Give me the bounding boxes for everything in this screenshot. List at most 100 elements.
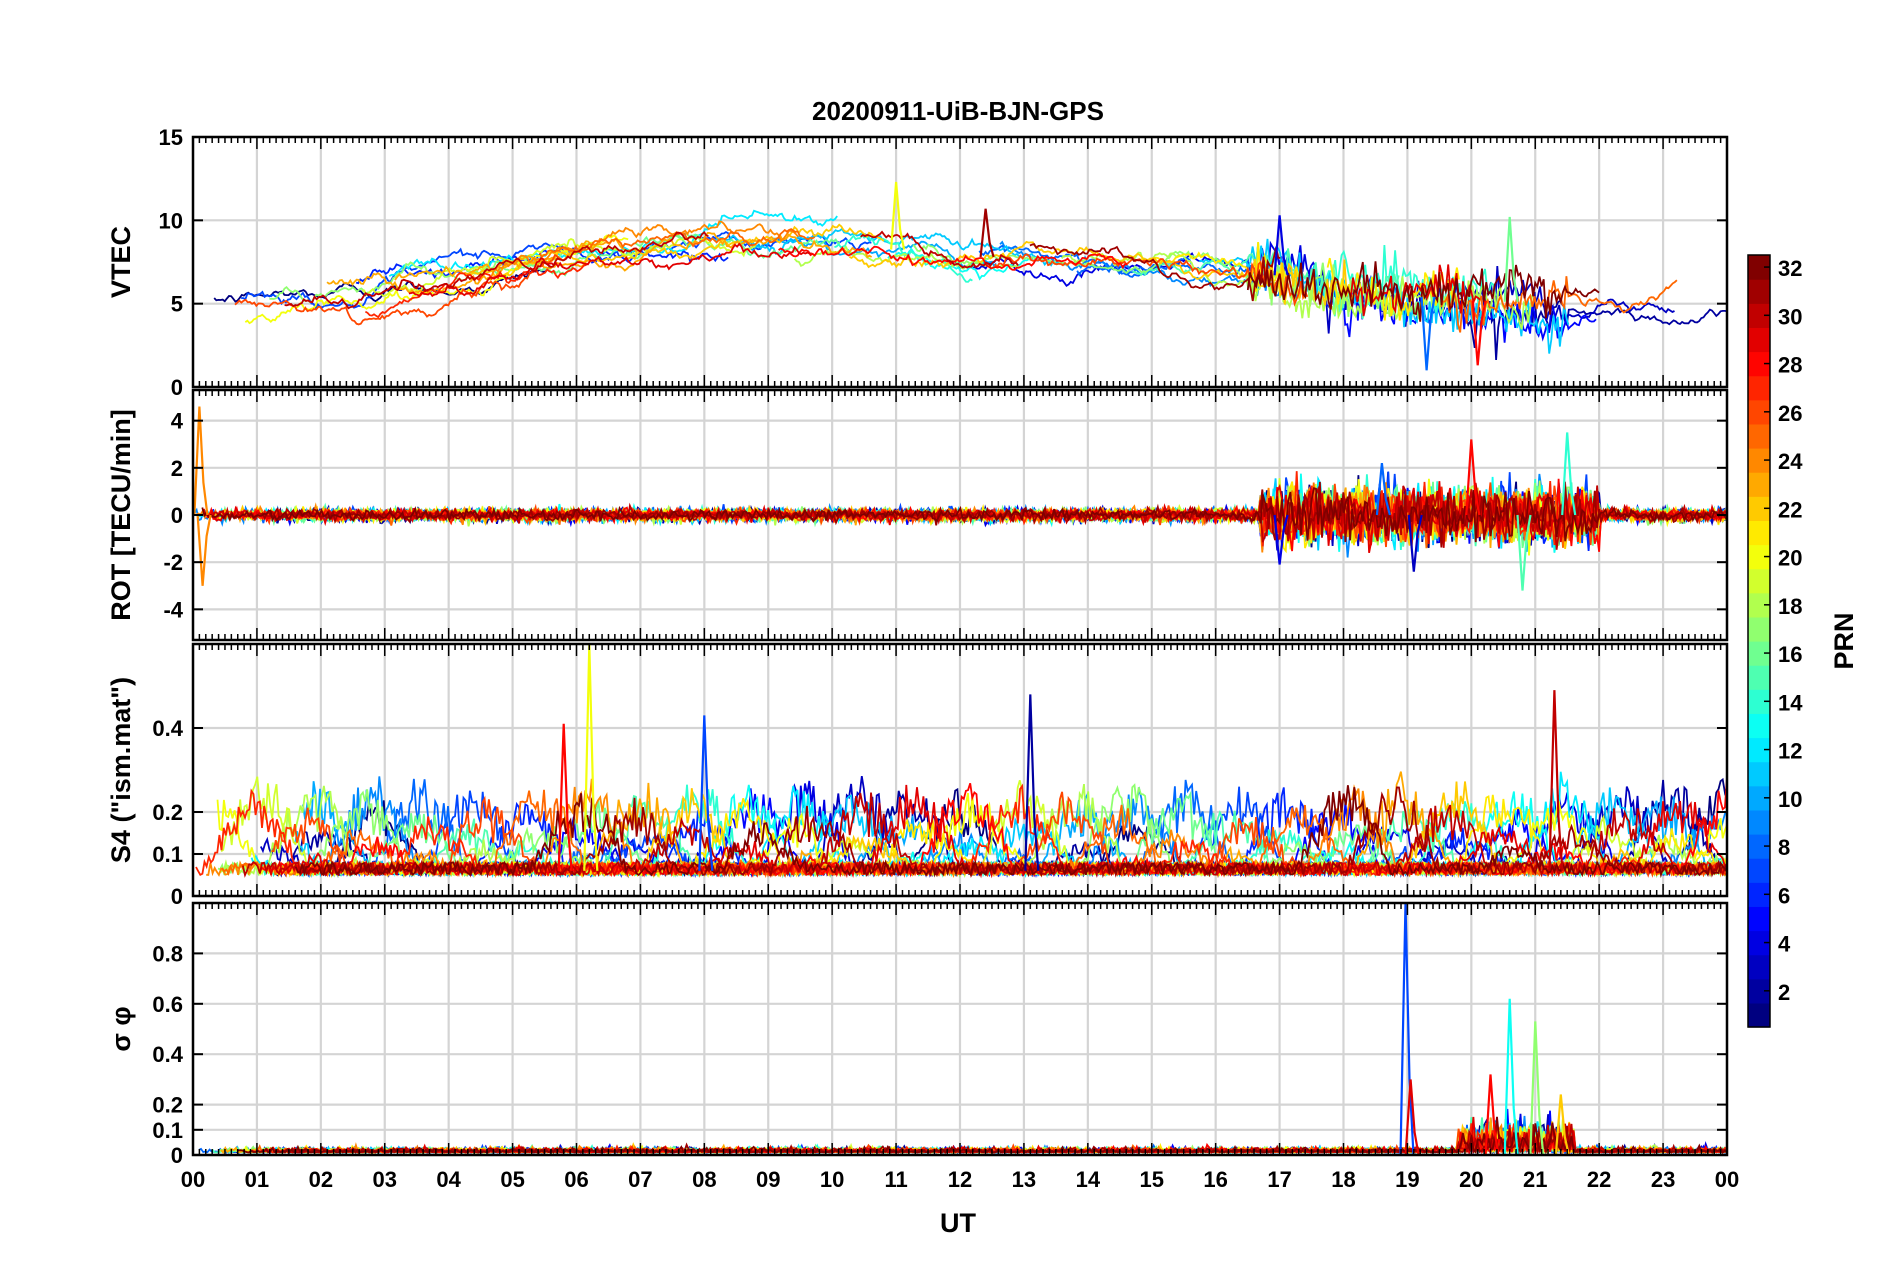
colorbar-band bbox=[1748, 496, 1770, 521]
series-group bbox=[193, 406, 1727, 591]
xtick-label: 15 bbox=[1140, 1167, 1164, 1192]
ytick-label: 0.1 bbox=[152, 842, 183, 867]
colorbar-tick-label: 30 bbox=[1778, 304, 1802, 329]
colorbar-label: PRN bbox=[1829, 612, 1859, 669]
xtick-label: 10 bbox=[820, 1167, 844, 1192]
colorbar-band bbox=[1748, 906, 1770, 932]
notable-spike-2 bbox=[1484, 1074, 1500, 1155]
colorbar-band bbox=[1748, 520, 1770, 546]
ytick-label: 2 bbox=[171, 456, 183, 481]
colorbar-tick-label: 12 bbox=[1778, 739, 1802, 764]
series-line-prn-23 bbox=[326, 236, 638, 295]
xtick-label: 08 bbox=[692, 1167, 716, 1192]
series-line-prn-24 bbox=[486, 220, 799, 280]
colorbar-band bbox=[1748, 399, 1770, 425]
notable-spike-3 bbox=[1503, 998, 1519, 1155]
notable-spike-1 bbox=[1404, 1079, 1420, 1155]
colorbar-band bbox=[1748, 713, 1770, 739]
notable-spike-4 bbox=[1407, 514, 1423, 572]
ytick-label: 0 bbox=[171, 884, 183, 909]
notable-spike-3 bbox=[1420, 296, 1436, 371]
ytick-label: 0 bbox=[171, 503, 183, 528]
notable-spike-0 bbox=[890, 181, 906, 250]
xtick-label: 19 bbox=[1395, 1167, 1419, 1192]
notable-spike-0 bbox=[583, 644, 599, 871]
xtick-label: 11 bbox=[884, 1167, 907, 1192]
colorbar-band bbox=[1748, 689, 1770, 714]
series-line-prn-11 bbox=[713, 227, 1061, 267]
colorbar-tick-label: 16 bbox=[1778, 642, 1802, 667]
colorbar-band bbox=[1748, 423, 1770, 449]
notable-spike-2 bbox=[1273, 514, 1289, 565]
chart-title: 20200911-UiB-BJN-GPS bbox=[812, 96, 1104, 126]
ytick-label: 0.2 bbox=[152, 800, 183, 825]
series-line-prn-8 bbox=[1076, 256, 1250, 279]
colorbar-tick-label: 22 bbox=[1778, 497, 1802, 522]
ytick-label: 0 bbox=[171, 1143, 183, 1168]
notable-spike-1 bbox=[1024, 694, 1040, 871]
series-line-prn-13 bbox=[887, 247, 1036, 281]
series-line-prn-32 bbox=[1246, 261, 1600, 322]
ytick-label: 15 bbox=[159, 125, 183, 150]
ytick-label: 0.1 bbox=[152, 1118, 183, 1143]
ytick-label: -2 bbox=[163, 550, 183, 575]
colorbar-tick-label: 10 bbox=[1778, 787, 1802, 812]
colorbar-tick-label: 6 bbox=[1778, 883, 1790, 908]
xtick-label: 23 bbox=[1651, 1167, 1675, 1192]
xtick-label: 12 bbox=[948, 1167, 972, 1192]
xtick-label: 00 bbox=[1715, 1167, 1739, 1192]
ytick-label: 0.8 bbox=[152, 941, 183, 966]
colorbar-band bbox=[1748, 544, 1770, 570]
colorbar-tick-label: 26 bbox=[1778, 401, 1802, 426]
ylabel-sigmaphi: σ φ bbox=[106, 1006, 136, 1051]
xtick-label: 18 bbox=[1331, 1167, 1355, 1192]
colorbar-tick-label: 14 bbox=[1778, 690, 1803, 715]
colorbar-tick-label: 18 bbox=[1778, 594, 1802, 619]
ytick-label: 0.4 bbox=[152, 716, 183, 741]
series-line-prn-30 bbox=[284, 230, 709, 310]
xtick-label: 05 bbox=[500, 1167, 524, 1192]
notable-spike-3 bbox=[1375, 462, 1391, 516]
colorbar-band bbox=[1748, 448, 1770, 473]
colorbar-band bbox=[1748, 954, 1770, 980]
series-group bbox=[213, 181, 1727, 371]
notable-spike-0 bbox=[1399, 903, 1415, 1155]
colorbar-band bbox=[1748, 592, 1770, 618]
notable-spike-4 bbox=[557, 723, 573, 871]
notable-spike-2 bbox=[1273, 215, 1289, 276]
notable-spike-1 bbox=[979, 208, 995, 258]
xtick-label: 01 bbox=[245, 1167, 269, 1192]
series-group bbox=[195, 644, 1727, 879]
colorbar-band bbox=[1748, 641, 1770, 666]
panel-s4: 0 0.1 0.2 0.4 S4 ("ism.mat") bbox=[106, 642, 1729, 909]
xtick-label: 02 bbox=[309, 1167, 333, 1192]
x-axis-label: UT bbox=[940, 1208, 976, 1238]
series-line-prn-25 bbox=[538, 228, 816, 259]
ytick-label: 5 bbox=[171, 292, 183, 317]
colorbar-band bbox=[1748, 375, 1770, 401]
colorbar-band bbox=[1748, 279, 1770, 304]
colorbar-band bbox=[1748, 303, 1770, 328]
colorbar-band bbox=[1748, 809, 1770, 835]
ytick-label: 10 bbox=[159, 208, 183, 233]
panel-vtec: 0 5 10 15 VTEC bbox=[106, 125, 1729, 400]
notable-spike-7 bbox=[1516, 514, 1532, 591]
ytick-label: -4 bbox=[163, 597, 183, 622]
xtick-label: 13 bbox=[1012, 1167, 1036, 1192]
ylabel-vtec: VTEC bbox=[106, 226, 136, 298]
series-line-prn-29 bbox=[408, 242, 812, 298]
notable-spike-6 bbox=[1561, 432, 1577, 516]
colorbar-band bbox=[1748, 737, 1770, 763]
series-line-prn-26 bbox=[994, 253, 1309, 307]
xtick-label: 07 bbox=[628, 1167, 652, 1192]
colorbar-band bbox=[1748, 255, 1770, 280]
notable-spike-2 bbox=[1548, 690, 1564, 871]
colorbar-tick-label: 2 bbox=[1778, 980, 1790, 1005]
ytick-label: 4 bbox=[171, 409, 184, 434]
panel-rot: -4 -2 0 2 4 ROT [TECU/min] bbox=[106, 388, 1729, 642]
panel-sigmaphi: 00.10.2 0.4 0.6 0.8 σ φ bbox=[106, 901, 1729, 1168]
